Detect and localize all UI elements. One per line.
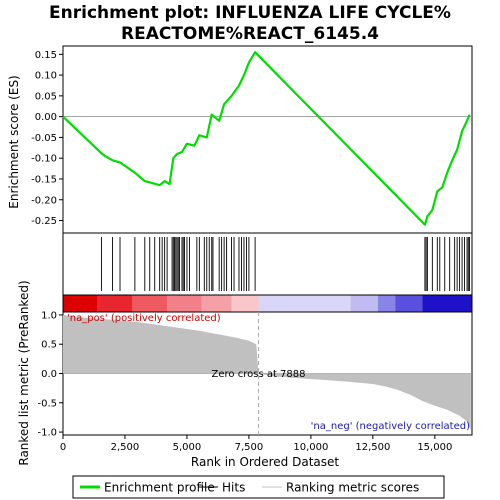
x-axis-label: Rank in Ordered Dataset: [191, 455, 339, 469]
chart-title-line-2: REACTOME%REACT_6145.4: [121, 24, 379, 44]
metric-y-tick-label: 1.0: [41, 310, 57, 321]
x-tick-label: 5,000: [173, 442, 202, 453]
metric-y-tick-label: 0.0: [41, 369, 57, 380]
es-y-tick-label: 0.00: [35, 112, 57, 123]
ranking-metric-area: [63, 314, 471, 431]
es-y-tick-label: 0.15: [35, 50, 57, 61]
x-tick-label: 12,500: [355, 442, 390, 453]
rank-bar-segment: [97, 295, 133, 312]
rank-bar-segment: [167, 295, 202, 312]
rank-bar-segment: [201, 295, 232, 312]
negative-correlation-label: 'na_neg' (negatively correlated): [311, 421, 470, 432]
legend-label: Hits: [222, 481, 245, 495]
rank-bar-segment: [350, 295, 378, 312]
es-y-tick-label: -0.25: [31, 216, 57, 227]
rank-color-bar: [62, 294, 473, 313]
rank-bar-segment: [377, 295, 396, 312]
chart-title-line-1: Enrichment plot: INFLUENZA LIFE CYCLE%: [49, 3, 451, 23]
legend-label: Ranking metric scores: [286, 481, 419, 495]
es-y-tick-label: -0.20: [31, 195, 57, 206]
metric-y-tick-label: -1.0: [37, 428, 57, 439]
rank-bar-segment: [132, 295, 168, 312]
es-y-tick-label: -0.15: [31, 174, 57, 185]
rank-bar-segment: [395, 295, 423, 312]
enrichment-profile-line: [62, 51, 471, 226]
es-y-tick-label: 0.10: [35, 71, 57, 82]
metric-y-tick-label: 0.5: [41, 340, 57, 351]
hits-panel: [62, 232, 473, 296]
metric-y-tick-label: -0.5: [37, 398, 57, 409]
rank-bar-segment: [258, 295, 351, 312]
top-panel-frame: [62, 45, 473, 234]
legend-frame: [72, 475, 445, 499]
es-y-tick-label: -0.10: [31, 154, 57, 165]
hits-panel-frame: [62, 232, 473, 296]
rank-bar-segment: [63, 295, 98, 312]
es-y-tick-label: 0.05: [35, 91, 57, 102]
x-tick-label: 10,000: [293, 442, 328, 453]
rank-bar-segment: [231, 295, 259, 312]
positive-correlation-label: 'na_pos' (positively correlated): [67, 313, 221, 324]
x-tick-label: 2,500: [111, 442, 140, 453]
ranked-metric-panel: -1.0 -0.5 0.0 0.5 1.0 Zero cross at 7888 'na_p…: [37, 310, 473, 453]
zero-cross-label: Zero cross at 7888: [212, 369, 306, 380]
rank-bar-segment: [422, 295, 472, 312]
legend-label: Enrichment profile: [104, 481, 215, 495]
bottom-panel-y-axis-label: Ranked list metric (PreRanked): [17, 280, 31, 465]
enrichment-score-panel: -0.25 -0.20 -0.15 -0.10 -0.05 0.00 0.05 0.10 0.1…: [31, 45, 473, 234]
x-tick-label: 0: [60, 442, 66, 453]
chart-legend: Enrichment profile Hits Ranking metric sco…: [72, 475, 445, 499]
es-y-tick-label: -0.05: [31, 133, 57, 144]
x-tick-label: 7,500: [235, 442, 264, 453]
top-panel-y-axis-label: Enrichment score (ES): [7, 75, 21, 208]
x-tick-label: 15,000: [417, 442, 452, 453]
